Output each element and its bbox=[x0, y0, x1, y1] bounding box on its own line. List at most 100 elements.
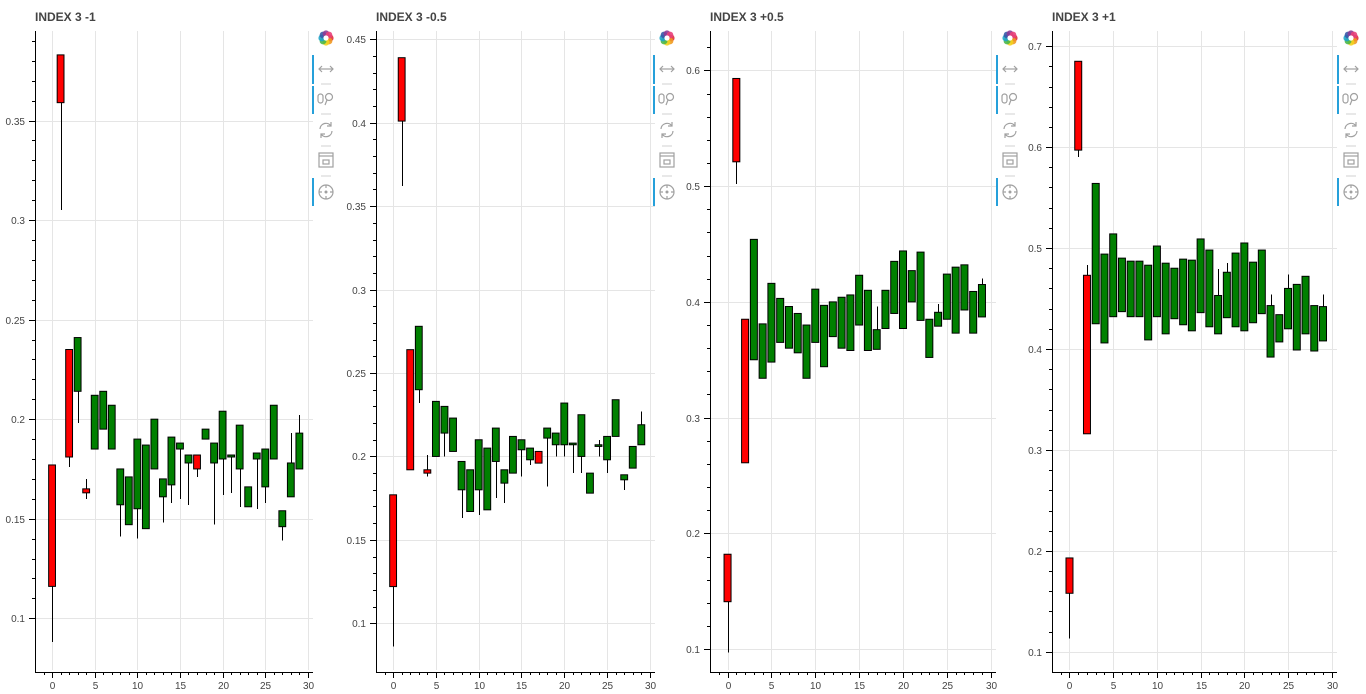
candle bbox=[1214, 269, 1223, 335]
wheel-zoom-icon[interactable] bbox=[1342, 92, 1359, 106]
candle bbox=[184, 454, 193, 505]
candle bbox=[116, 468, 125, 537]
y-tick-label: 0.5 bbox=[686, 182, 700, 193]
candle bbox=[1222, 263, 1231, 319]
candle bbox=[1117, 257, 1126, 313]
candle-body-increasing bbox=[890, 260, 899, 314]
hover-icon[interactable] bbox=[1343, 184, 1359, 200]
candle bbox=[141, 444, 150, 530]
candle-body-increasing bbox=[1126, 260, 1135, 318]
candle bbox=[99, 390, 108, 430]
candle bbox=[278, 510, 287, 541]
candle bbox=[534, 450, 543, 464]
candle bbox=[960, 264, 969, 311]
candle-body-decreasing bbox=[723, 553, 732, 603]
candle bbox=[1284, 274, 1293, 330]
save-icon[interactable] bbox=[318, 152, 334, 168]
candle bbox=[423, 454, 432, 477]
x-tick-label: 15 bbox=[1196, 681, 1208, 692]
candle-body-increasing bbox=[1257, 249, 1266, 315]
candle-body-increasing bbox=[925, 318, 934, 358]
bokeh-logo-icon[interactable] bbox=[1002, 30, 1018, 46]
save-icon[interactable] bbox=[659, 152, 675, 168]
x-tick-label: 30 bbox=[645, 681, 657, 692]
candle-body-increasing bbox=[261, 448, 270, 488]
y-tick-label: 0.1 bbox=[686, 645, 700, 656]
chart-title: INDEX 3 +0.5 bbox=[710, 10, 784, 24]
x-tick-label: 15 bbox=[175, 681, 187, 692]
candle bbox=[73, 337, 82, 424]
candle bbox=[193, 454, 201, 477]
save-icon[interactable] bbox=[1002, 152, 1018, 168]
candle-body-increasing bbox=[141, 444, 150, 530]
x-tick-label: 5 bbox=[93, 681, 99, 692]
y-tick-label: 0.3 bbox=[1028, 446, 1042, 457]
candle bbox=[603, 435, 611, 474]
hover-icon[interactable] bbox=[659, 184, 675, 200]
candle-body-decreasing bbox=[1074, 60, 1083, 151]
candle-body-increasing bbox=[1310, 305, 1319, 352]
candle-body-increasing bbox=[159, 478, 167, 498]
hover-icon[interactable] bbox=[1002, 184, 1018, 200]
candle bbox=[872, 306, 881, 350]
candle bbox=[269, 404, 278, 460]
y-tick-label: 0.6 bbox=[1028, 143, 1042, 154]
reset-icon[interactable] bbox=[1344, 122, 1358, 138]
x-tick-label: 10 bbox=[474, 681, 486, 692]
candle-body-decreasing bbox=[741, 318, 750, 464]
bokeh-logo-icon[interactable] bbox=[318, 30, 334, 46]
candle bbox=[551, 432, 560, 457]
reset-icon[interactable] bbox=[319, 122, 333, 138]
candle-body-increasing bbox=[551, 432, 560, 446]
reset-icon[interactable] bbox=[1003, 122, 1017, 138]
candle bbox=[820, 304, 829, 368]
candle-body-increasing bbox=[611, 399, 620, 437]
candle bbox=[594, 439, 603, 457]
candle-body-increasing bbox=[749, 238, 758, 361]
candle-body-increasing bbox=[1152, 245, 1161, 318]
pan-icon[interactable] bbox=[1343, 65, 1359, 73]
reset-icon[interactable] bbox=[660, 122, 674, 138]
candle bbox=[1249, 261, 1258, 324]
wheel-zoom-icon[interactable] bbox=[658, 92, 675, 106]
candle-body-increasing bbox=[1179, 258, 1188, 326]
candle-body-increasing bbox=[1266, 305, 1275, 358]
candle-body-increasing bbox=[594, 444, 603, 447]
candle-body-increasing bbox=[1301, 275, 1310, 335]
candle bbox=[942, 273, 951, 320]
candle-body-increasing bbox=[210, 442, 218, 464]
wheel-zoom-icon[interactable] bbox=[317, 92, 334, 106]
x-tick-label: 20 bbox=[559, 681, 571, 692]
hover-icon[interactable] bbox=[318, 184, 334, 200]
wheel-zoom-icon[interactable] bbox=[1001, 92, 1018, 106]
bokeh-logo-icon[interactable] bbox=[659, 30, 675, 46]
candle-body-increasing bbox=[90, 394, 99, 450]
x-tick-label: 25 bbox=[602, 681, 614, 692]
candle-body-increasing bbox=[811, 288, 820, 343]
pan-icon[interactable] bbox=[318, 65, 334, 73]
candle-body-increasing bbox=[846, 294, 855, 351]
candle bbox=[90, 394, 99, 450]
candle-body-decreasing bbox=[534, 450, 543, 464]
candle-body-increasing bbox=[509, 435, 517, 474]
pan-icon[interactable] bbox=[1002, 65, 1018, 73]
x-tick-label: 30 bbox=[303, 681, 315, 692]
bokeh-logo-icon[interactable] bbox=[1343, 30, 1359, 46]
candle bbox=[176, 442, 184, 499]
candle-body-increasing bbox=[526, 447, 534, 461]
candle-body-decreasing bbox=[423, 469, 432, 474]
candle bbox=[741, 318, 750, 464]
pan-icon[interactable] bbox=[659, 65, 675, 73]
save-icon[interactable] bbox=[1343, 152, 1359, 168]
x-tick-label: 20 bbox=[218, 681, 230, 692]
y-tick-label: 0.15 bbox=[6, 515, 26, 526]
x-tick-label: 15 bbox=[516, 681, 528, 692]
candle bbox=[133, 438, 142, 539]
x-tick-label: 25 bbox=[1283, 681, 1295, 692]
candle-body-decreasing bbox=[65, 349, 74, 458]
candle-body-increasing bbox=[116, 468, 125, 506]
candle bbox=[846, 294, 855, 351]
candle bbox=[124, 476, 133, 526]
candle-body-increasing bbox=[1091, 182, 1100, 325]
candle-body-increasing bbox=[1205, 249, 1214, 328]
